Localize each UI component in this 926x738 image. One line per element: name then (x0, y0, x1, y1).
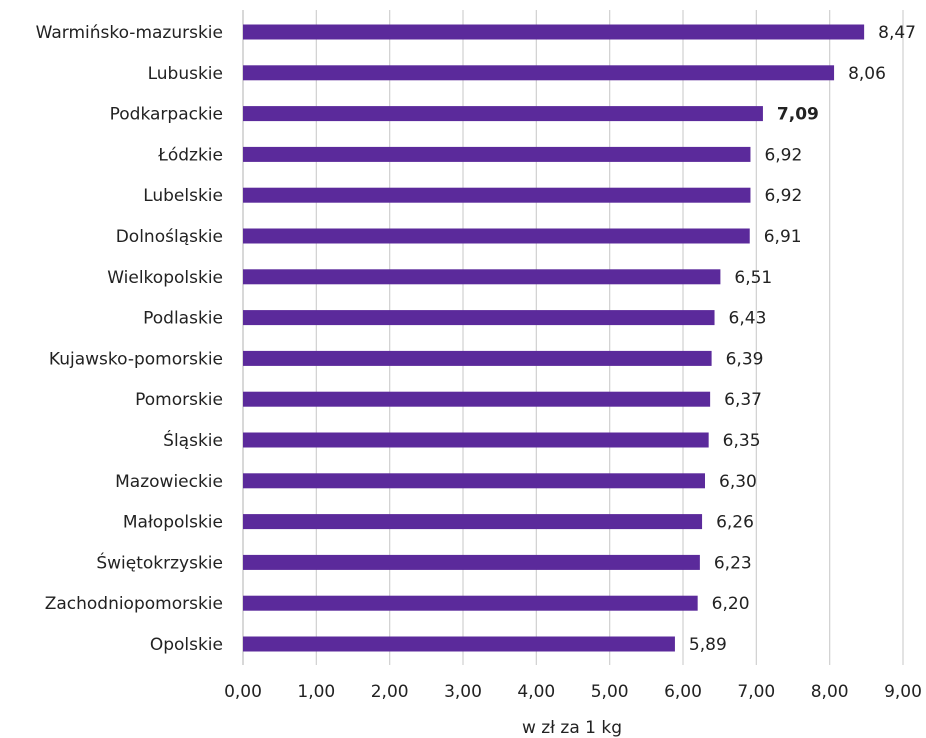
bar (243, 595, 698, 611)
x-tick-label: 6,00 (664, 682, 702, 702)
category-label: Opolskie (150, 635, 223, 655)
value-label: 8,47 (878, 23, 916, 43)
bar (243, 187, 751, 203)
bar (243, 24, 865, 40)
category-label: Dolnośląskie (116, 227, 223, 247)
category-label: Zachodniopomorskie (45, 594, 223, 614)
bar (243, 636, 675, 652)
value-label: 8,06 (848, 64, 886, 84)
x-tick-label: 9,00 (884, 682, 922, 702)
category-label: Lubelskie (143, 186, 223, 206)
x-axis-ticks: 0,00 1,00 2,00 3,00 4,00 5,00 6,00 7,00 8,00 9,00 (224, 682, 922, 702)
category-label: Pomorskie (135, 390, 223, 410)
category-label: Podlaskie (143, 309, 223, 329)
category-labels: Warmińsko-mazurskie Lubuskie Podkarpackie Ł… (36, 23, 223, 655)
bar (243, 106, 763, 122)
value-label: 6,92 (764, 186, 802, 206)
x-tick-label: 4,00 (517, 682, 555, 702)
value-label: 6,91 (764, 227, 802, 247)
x-tick-label: 3,00 (444, 682, 482, 702)
value-label: 6,43 (729, 309, 767, 329)
category-label: Wielkopolskie (107, 268, 223, 288)
category-label: Warmińsko-mazurskie (36, 23, 223, 43)
bar (243, 146, 751, 162)
x-tick-label: 8,00 (811, 682, 849, 702)
category-label: Kujawsko-pomorskie (49, 349, 223, 369)
bar (243, 473, 705, 489)
value-label: 6,30 (719, 472, 757, 492)
bar (243, 310, 715, 326)
bar (243, 65, 835, 81)
value-label: 6,39 (726, 349, 764, 369)
value-label: 6,26 (716, 513, 754, 533)
value-label: 5,89 (689, 635, 727, 655)
category-label: Małopolskie (123, 513, 223, 533)
value-labels: 8,47 8,06 7,09 6,92 6,92 6,91 6,51 6,43 6,39 6,37… (689, 23, 916, 655)
bar (243, 350, 712, 366)
bar (243, 554, 700, 570)
value-label: 6,23 (714, 553, 752, 573)
bar (243, 432, 709, 448)
value-label: 6,92 (764, 145, 802, 165)
bar (243, 391, 711, 407)
category-label: Świętokrzyskie (96, 551, 223, 573)
x-tick-label: 5,00 (591, 682, 629, 702)
bar (243, 514, 703, 530)
x-tick-label: 7,00 (737, 682, 775, 702)
category-label: Łódzkie (157, 145, 223, 165)
x-tick-label: 2,00 (371, 682, 409, 702)
value-label: 6,37 (724, 390, 762, 410)
category-label: Śląskie (163, 429, 223, 451)
value-label: 6,20 (712, 594, 750, 614)
value-label: 7,09 (777, 105, 819, 125)
category-label: Podkarpackie (110, 105, 223, 125)
x-tick-label: 0,00 (224, 682, 262, 702)
value-label: 6,51 (734, 268, 772, 288)
bar (243, 269, 721, 285)
bars (243, 24, 865, 652)
category-label: Mazowieckie (115, 472, 223, 492)
x-axis-title: w zł za 1 kg (522, 718, 622, 738)
category-label: Lubuskie (148, 64, 223, 84)
x-tick-label: 1,00 (297, 682, 335, 702)
value-label: 6,35 (723, 431, 761, 451)
bar (243, 228, 750, 244)
